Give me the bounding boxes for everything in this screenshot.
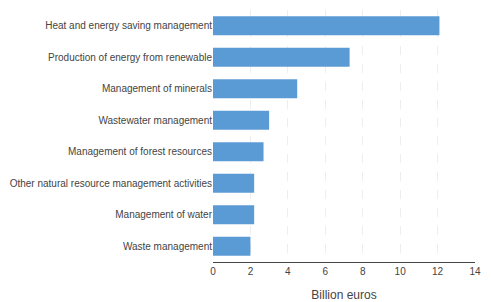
- svg-text:Production of energy from rene: Production of energy from renewable: [48, 52, 212, 63]
- svg-text:4: 4: [285, 266, 291, 277]
- svg-text:Management of minerals: Management of minerals: [102, 83, 212, 94]
- svg-text:Waste management: Waste management: [123, 241, 212, 252]
- svg-text:Management of water: Management of water: [115, 209, 212, 220]
- svg-text:2: 2: [248, 266, 254, 277]
- svg-text:Other natural resource managem: Other natural resource management activi…: [10, 178, 212, 189]
- svg-text:8: 8: [360, 266, 366, 277]
- svg-text:14: 14: [469, 266, 481, 277]
- svg-text:0: 0: [210, 266, 216, 277]
- svg-text:10: 10: [395, 266, 407, 277]
- svg-text:Wastewater management: Wastewater management: [98, 115, 212, 126]
- svg-text:Management of forest resources: Management of forest resources: [68, 146, 212, 157]
- svg-text:Billion euros: Billion euros: [311, 288, 376, 302]
- svg-text:12: 12: [432, 266, 444, 277]
- svg-text:Heat and energy saving managem: Heat and energy saving management: [45, 20, 212, 31]
- svg-text:6: 6: [323, 266, 329, 277]
